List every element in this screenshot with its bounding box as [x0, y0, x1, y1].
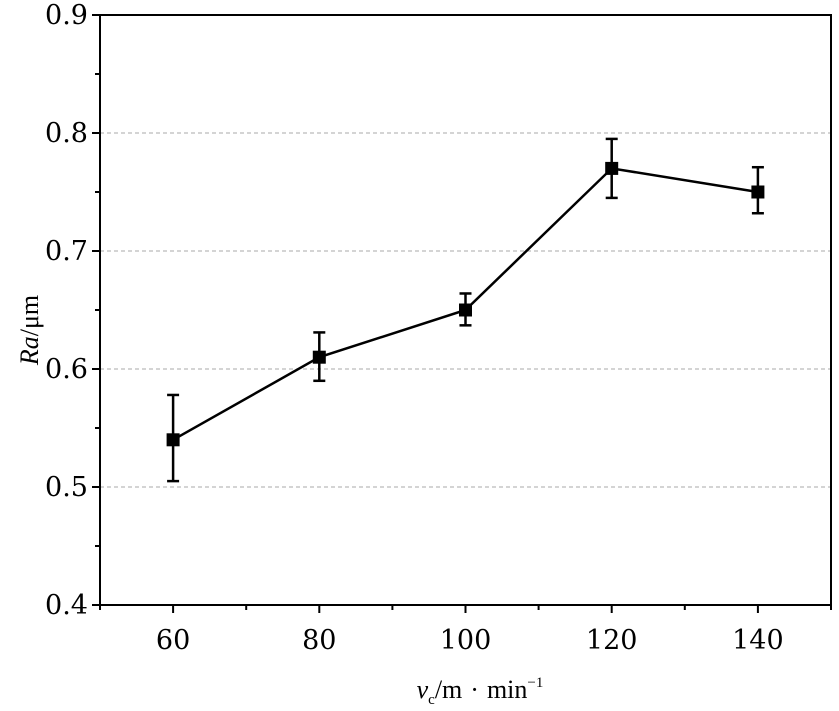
data-point — [751, 185, 765, 199]
data-point — [312, 350, 326, 364]
grid-lines — [100, 132, 831, 488]
series-line — [166, 137, 765, 483]
y-tick-label: 0.8 — [45, 118, 88, 149]
x-tick-label: 80 — [302, 625, 336, 656]
y-tick-label: 0.7 — [45, 236, 88, 267]
data-point — [459, 303, 472, 317]
data-point — [605, 161, 619, 175]
x-tick-label: 100 — [440, 625, 492, 656]
x-tick-label: 120 — [586, 625, 638, 656]
data-point — [166, 433, 180, 447]
y-axis-title: Ra/μm — [15, 295, 44, 366]
x-axis: 60 80 100 120 140 — [99, 605, 832, 656]
y-tick-label: 0.9 — [45, 0, 88, 31]
y-tick-label: 0.4 — [45, 590, 88, 621]
y-tick-label: 0.5 — [45, 472, 88, 503]
x-tick-label: 60 — [156, 625, 190, 656]
y-axis: 0.4 0.5 0.6 0.7 0.8 0.9 — [45, 0, 100, 621]
x-axis-title: vc/m · min−1 — [417, 675, 544, 708]
x-tick-label: 140 — [732, 625, 784, 656]
y-tick-label: 0.6 — [45, 354, 88, 385]
